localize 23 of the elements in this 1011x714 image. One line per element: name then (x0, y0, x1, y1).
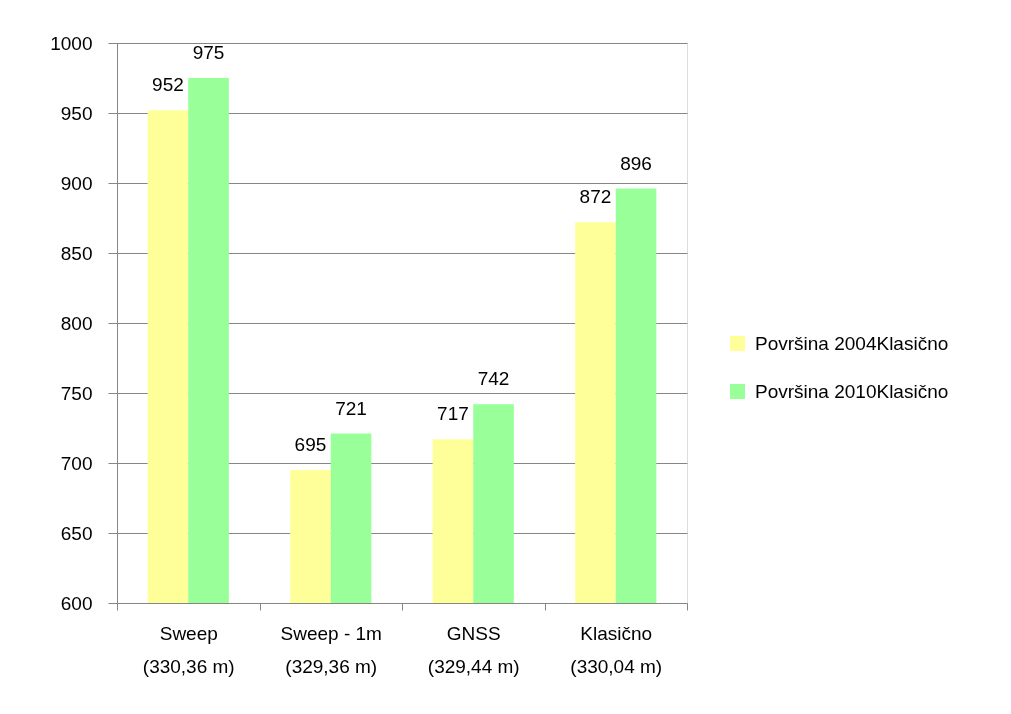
data-label: 896 (620, 152, 652, 174)
y-tick-label: 850 (60, 242, 93, 264)
x-tick-label: Sweep - 1m (329,36 m) (280, 622, 382, 677)
y-tick-label: 800 (60, 312, 93, 334)
legend-label: Površina 2004Klasično (755, 332, 949, 354)
x-tick-label: Klasično (330,04 m) (570, 622, 663, 677)
y-tick-label: 600 (60, 592, 93, 614)
y-tick-label: 950 (60, 102, 93, 124)
y-tick-label: 900 (60, 172, 93, 194)
y-tick-label: 650 (60, 522, 93, 544)
data-label: 952 (152, 74, 184, 96)
data-label: 872 (579, 186, 612, 208)
data-label: 742 (477, 368, 510, 390)
data-label: 721 (335, 397, 367, 419)
data-label: 717 (437, 403, 469, 425)
y-tick-label: 700 (60, 452, 93, 474)
x-tick-label: GNSS (329,44 m) (427, 622, 520, 677)
data-label: 975 (192, 42, 225, 63)
y-tick-label: 1000 (50, 32, 93, 54)
x-tick-label: Sweep (330,36 m) (142, 622, 235, 677)
data-label: 695 (294, 434, 327, 455)
y-tick-label: 750 (60, 382, 93, 404)
legend-label: Površina 2010Klasično (755, 380, 949, 402)
